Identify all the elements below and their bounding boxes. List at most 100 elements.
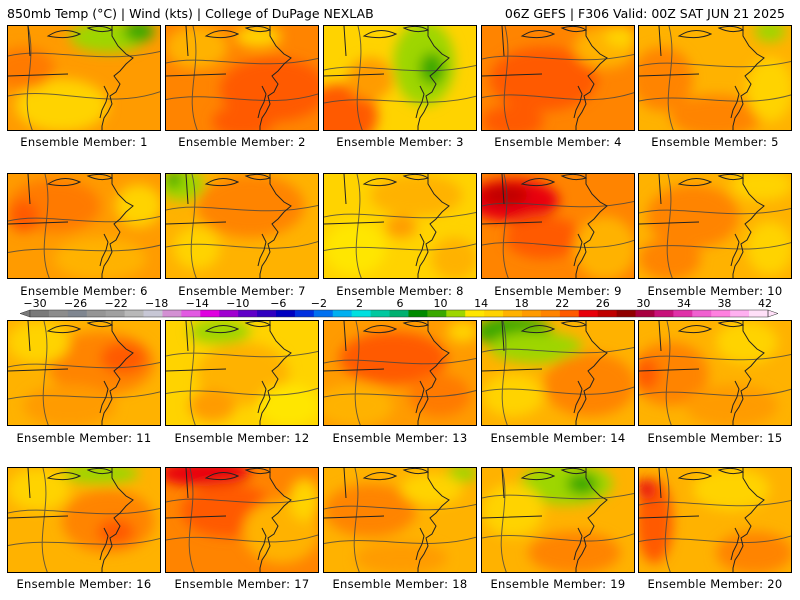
ensemble-map-panel — [7, 173, 161, 279]
ensemble-member-label: Ensemble Member: 8 — [336, 284, 464, 298]
colorbar-swatch — [389, 310, 409, 317]
ensemble-map-panel — [323, 320, 477, 426]
ensemble-member-label: Ensemble Member: 1 — [20, 135, 148, 149]
ensemble-map-panel — [481, 320, 635, 426]
colorbar-tick-label: −22 — [105, 297, 128, 310]
ensemble-member-label: Ensemble Member: 14 — [490, 431, 626, 445]
colorbar-swatch — [257, 310, 277, 317]
colorbar-swatch — [105, 310, 126, 317]
colorbar-swatch — [711, 310, 731, 317]
ensemble-map-panel — [481, 25, 635, 131]
colorbar-swatch — [654, 310, 674, 317]
ensemble-member-label: Ensemble Member: 2 — [178, 135, 306, 149]
ensemble-map-panel — [165, 467, 319, 573]
colorbar-swatch — [162, 310, 182, 317]
colorbar-swatch — [238, 310, 258, 317]
colorbar-tick-label: 22 — [555, 297, 569, 310]
ensemble-member-label: Ensemble Member: 15 — [647, 431, 783, 445]
ensemble-member-label: Ensemble Member: 7 — [178, 284, 306, 298]
ensemble-map-panel — [7, 467, 161, 573]
colorbar-tick-label: 26 — [596, 297, 610, 310]
colorbar-tick-label: −18 — [145, 297, 168, 310]
colorbar-tick-label: 14 — [474, 297, 488, 310]
ensemble-map-panel — [7, 320, 161, 426]
temperature-colorbar: −30 −26 −22 −18 −14 −10 −6 −2 2 6 10 14 18 22 26 30 34 38… — [19, 297, 779, 318]
colorbar-swatch — [559, 310, 580, 317]
colorbar-swatch — [408, 310, 428, 317]
colorbar-swatch — [578, 310, 599, 317]
colorbar-swatch — [313, 310, 334, 317]
ensemble-map-panel — [638, 320, 792, 426]
colorbar-tick-label: 42 — [758, 297, 772, 310]
colorbar-swatch — [484, 310, 504, 317]
colorbar-swatch — [427, 310, 447, 317]
colorbar-swatch — [465, 310, 485, 317]
ensemble-map-panel — [481, 173, 635, 279]
colorbar-tick-label: 18 — [515, 297, 529, 310]
ensemble-map-panel — [638, 25, 792, 131]
ensemble-map-panel — [165, 173, 319, 279]
ensemble-member-label: Ensemble Member: 10 — [647, 284, 783, 298]
colorbar-tick-label: −26 — [64, 297, 87, 310]
colorbar-tick-label: −6 — [270, 297, 286, 310]
ensemble-map-panel — [323, 467, 477, 573]
ensemble-member-label: Ensemble Member: 3 — [336, 135, 464, 149]
colorbar-tick-label: 38 — [717, 297, 731, 310]
ensemble-member-label: Ensemble Member: 16 — [16, 577, 152, 591]
ensemble-member-label: Ensemble Member: 18 — [332, 577, 468, 591]
colorbar-swatch — [446, 310, 466, 317]
ensemble-member-label: Ensemble Member: 17 — [174, 577, 310, 591]
ensemble-map-panel — [165, 320, 319, 426]
colorbar-swatch — [370, 310, 391, 317]
ensemble-map-panel — [481, 467, 635, 573]
colorbar-swatch — [692, 310, 712, 317]
colorbar-swatch — [48, 310, 69, 317]
colorbar-swatch — [730, 310, 750, 317]
colorbar-swatch — [143, 310, 163, 317]
colorbar-swatch — [332, 310, 353, 317]
ensemble-map-panel — [165, 25, 319, 131]
colorbar-swatch — [749, 310, 769, 317]
colorbar-swatch — [200, 310, 220, 317]
colorbar-swatch — [276, 310, 296, 317]
colorbar-swatch — [351, 310, 372, 317]
colorbar-tick-label: 30 — [636, 297, 650, 310]
ensemble-member-label: Ensemble Member: 9 — [494, 284, 622, 298]
colorbar-tick-label: 34 — [677, 297, 691, 310]
header-title-left: 850mb Temp (°C) | Wind (kts) | College o… — [7, 6, 374, 21]
header-title-right: 06Z GEFS | F306 Valid: 00Z SAT JUN 21 20… — [504, 6, 785, 21]
colorbar-swatch — [522, 310, 542, 317]
colorbar-swatch — [616, 310, 637, 317]
colorbar-swatch — [503, 310, 523, 317]
colorbar-tick-label: −30 — [23, 297, 46, 310]
colorbar-swatch — [635, 310, 655, 317]
ensemble-member-label: Ensemble Member: 13 — [332, 431, 468, 445]
ensemble-member-label: Ensemble Member: 11 — [16, 431, 152, 445]
colorbar-swatch — [67, 310, 88, 317]
ensemble-member-label: Ensemble Member: 12 — [174, 431, 310, 445]
colorbar-swatch — [540, 310, 561, 317]
colorbar-swatch — [181, 310, 201, 317]
colorbar-swatch — [219, 310, 239, 317]
colorbar-tick-label: 10 — [434, 297, 448, 310]
ensemble-map-panel — [323, 173, 477, 279]
colorbar-tick-label: −10 — [226, 297, 249, 310]
ensemble-map-panel — [638, 467, 792, 573]
colorbar-swatch — [30, 310, 50, 317]
ensemble-member-label: Ensemble Member: 19 — [490, 577, 626, 591]
ensemble-member-label: Ensemble Member: 4 — [494, 135, 622, 149]
colorbar-swatch — [86, 310, 107, 317]
ensemble-map-panel — [638, 173, 792, 279]
ensemble-map-panel — [7, 25, 161, 131]
ensemble-member-label: Ensemble Member: 20 — [647, 577, 783, 591]
colorbar-tick-label: −14 — [186, 297, 209, 310]
colorbar-tick-label: 6 — [397, 297, 404, 310]
ensemble-member-label: Ensemble Member: 5 — [651, 135, 779, 149]
colorbar-swatch — [673, 310, 693, 317]
colorbar-swatch — [294, 310, 315, 317]
colorbar-tick-label: 2 — [356, 297, 363, 310]
colorbar-tick-label: −2 — [311, 297, 327, 310]
ensemble-map-panel — [323, 25, 477, 131]
colorbar-swatch — [597, 310, 618, 317]
ensemble-member-label: Ensemble Member: 6 — [20, 284, 148, 298]
